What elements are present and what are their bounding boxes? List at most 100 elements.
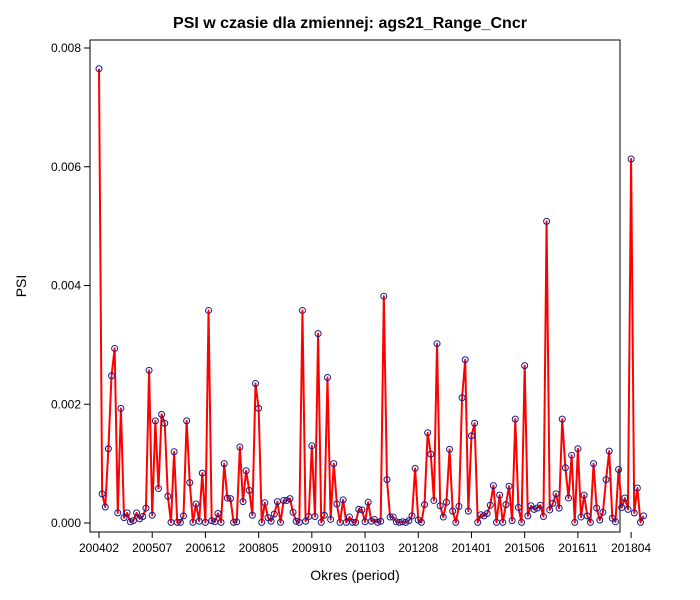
data-point bbox=[518, 518, 526, 526]
data-point bbox=[151, 417, 159, 425]
data-point bbox=[323, 374, 331, 382]
data-point bbox=[261, 499, 269, 507]
data-point bbox=[164, 492, 172, 500]
data-point bbox=[380, 292, 388, 300]
data-point bbox=[433, 340, 441, 348]
data-point bbox=[101, 503, 109, 511]
data-point bbox=[618, 504, 626, 512]
data-point bbox=[580, 491, 588, 499]
data-point bbox=[358, 506, 366, 514]
x-axis-label: Okres (period) bbox=[310, 567, 399, 583]
data-point bbox=[198, 469, 206, 477]
data-point bbox=[411, 464, 419, 472]
data-point bbox=[486, 501, 494, 509]
y-tick-label: 0.002 bbox=[51, 397, 81, 411]
data-point bbox=[111, 344, 119, 352]
data-point bbox=[98, 490, 106, 498]
data-point bbox=[214, 510, 222, 517]
y-axis: 0.000 0.002 0.004 0.006 0.008 bbox=[51, 41, 90, 530]
data-point bbox=[192, 500, 200, 508]
data-point bbox=[289, 508, 297, 516]
x-tick-label: 201401 bbox=[451, 541, 491, 555]
data-point bbox=[314, 330, 322, 338]
x-tick-label: 200402 bbox=[79, 541, 119, 555]
data-point bbox=[483, 510, 491, 517]
data-point bbox=[514, 504, 522, 512]
data-point bbox=[220, 460, 228, 468]
data-point bbox=[386, 513, 394, 521]
data-point bbox=[593, 504, 601, 512]
data-point bbox=[183, 417, 191, 425]
x-tick-label: 201611 bbox=[558, 541, 597, 555]
data-point bbox=[280, 496, 288, 504]
data-point bbox=[186, 479, 194, 487]
data-point bbox=[302, 517, 310, 525]
data-point bbox=[574, 445, 582, 453]
data-point bbox=[123, 509, 131, 517]
data-point bbox=[508, 517, 516, 525]
data-point bbox=[471, 419, 479, 427]
data-point bbox=[630, 509, 638, 517]
data-point bbox=[145, 366, 153, 374]
data-point bbox=[239, 498, 247, 506]
data-point bbox=[599, 508, 607, 516]
data-point bbox=[596, 516, 604, 524]
data-point bbox=[458, 394, 466, 402]
data-point bbox=[95, 65, 103, 73]
data-point bbox=[339, 496, 347, 504]
psi-line bbox=[98, 68, 645, 524]
data-point bbox=[201, 518, 209, 526]
data-point bbox=[104, 445, 112, 453]
data-point bbox=[173, 518, 181, 526]
data-point bbox=[248, 511, 256, 519]
data-point bbox=[555, 504, 563, 512]
data-point bbox=[455, 502, 463, 510]
data-point bbox=[464, 507, 472, 515]
data-point bbox=[311, 512, 319, 520]
y-tick-label: 0.004 bbox=[51, 279, 81, 293]
data-point bbox=[586, 518, 594, 526]
data-point bbox=[505, 482, 513, 490]
data-point bbox=[267, 517, 275, 525]
data-point bbox=[154, 485, 162, 493]
data-point bbox=[605, 447, 613, 455]
y-tick-label: 0.000 bbox=[51, 516, 81, 530]
data-point bbox=[546, 506, 554, 514]
data-point bbox=[467, 432, 475, 440]
data-point bbox=[421, 501, 429, 509]
data-point bbox=[317, 518, 325, 526]
data-point bbox=[627, 155, 635, 163]
data-point bbox=[499, 518, 507, 526]
x-tick-label: 201804 bbox=[611, 541, 651, 555]
data-point bbox=[252, 379, 259, 387]
data-point bbox=[636, 518, 644, 526]
y-tick-label: 0.006 bbox=[51, 160, 81, 174]
data-point bbox=[439, 513, 447, 521]
data-point bbox=[292, 517, 300, 525]
data-point bbox=[568, 451, 576, 459]
data-point bbox=[624, 505, 632, 513]
data-point bbox=[333, 500, 341, 508]
data-point bbox=[226, 495, 234, 503]
data-point bbox=[615, 466, 623, 474]
data-point bbox=[120, 514, 128, 522]
data-point bbox=[205, 306, 213, 314]
x-axis: 200402 200507 200612 200805 200910 201103 2012… bbox=[79, 532, 651, 555]
data-point bbox=[565, 494, 572, 502]
data-point bbox=[364, 498, 372, 506]
data-point bbox=[133, 509, 141, 517]
data-point bbox=[452, 518, 460, 526]
data-point bbox=[436, 502, 444, 510]
data-point bbox=[352, 518, 360, 526]
data-point bbox=[355, 505, 363, 513]
y-tick-label: 0.008 bbox=[51, 41, 81, 55]
data-point bbox=[327, 515, 335, 523]
x-tick-label: 200507 bbox=[132, 541, 172, 555]
data-point bbox=[236, 443, 244, 451]
data-point bbox=[286, 495, 294, 503]
data-point bbox=[539, 512, 547, 520]
x-tick-label: 201506 bbox=[505, 541, 545, 555]
x-tick-label: 200612 bbox=[185, 541, 225, 555]
data-point bbox=[270, 510, 278, 518]
data-point bbox=[242, 467, 250, 475]
